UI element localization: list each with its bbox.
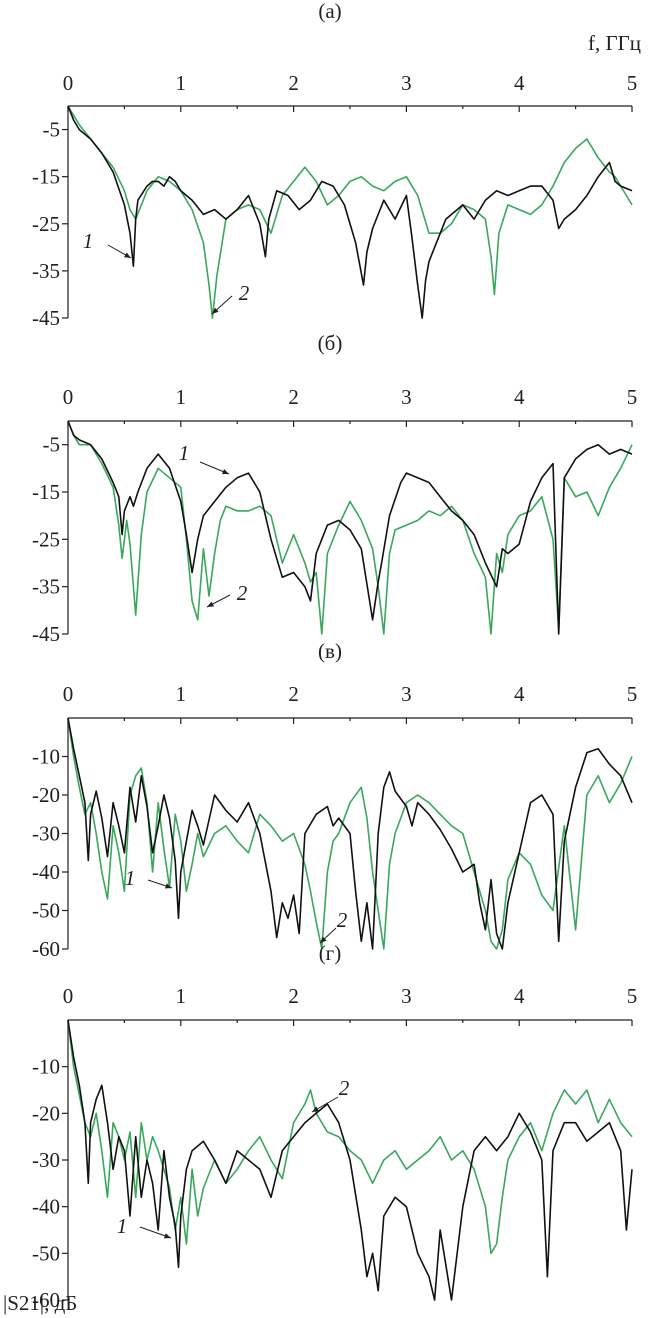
x-tick-label: 1 [176, 682, 187, 706]
y-tick-label: -10 [32, 1055, 60, 1079]
x-tick-label: 3 [401, 385, 412, 409]
curve-label-2: 2 [339, 1076, 350, 1100]
y-tick-label: -35 [32, 575, 60, 599]
arrow-head-icon [222, 469, 229, 475]
y-tick-label: -40 [32, 1195, 60, 1219]
y-tick-label: -5 [43, 118, 61, 142]
x-tick-label: 0 [63, 385, 74, 409]
curve-label-1: 1 [83, 229, 94, 253]
y-tick-label: -25 [32, 212, 60, 236]
x-tick-label: 5 [627, 385, 638, 409]
curve-label-2: 2 [239, 281, 250, 305]
x-tick-label: 1 [176, 71, 187, 95]
x-axis-label: f, ГГц [588, 31, 641, 55]
arrow-head-icon [207, 601, 214, 607]
x-tick-label: 2 [288, 71, 299, 95]
x-tick-label: 3 [401, 984, 412, 1008]
x-tick-label: 4 [514, 984, 525, 1008]
x-tick-label: 2 [288, 385, 299, 409]
series-line-2 [67, 717, 633, 950]
x-tick-label: 2 [288, 682, 299, 706]
x-tick-label: 4 [514, 71, 525, 95]
y-tick-label: -35 [32, 259, 60, 283]
y-tick-label: -45 [32, 622, 60, 646]
x-tick-label: 5 [627, 984, 638, 1008]
x-tick-label: 0 [63, 682, 74, 706]
x-tick-label: 2 [288, 984, 299, 1008]
curve-label-2: 2 [237, 581, 248, 605]
panel-label: (б) [318, 331, 343, 355]
y-tick-label: -10 [32, 745, 60, 769]
y-tick-label: -40 [32, 860, 60, 884]
arrow-head-icon [312, 1106, 319, 1112]
y-tick-label: -15 [32, 165, 60, 189]
y-tick-label: -30 [32, 1148, 60, 1172]
panel-4: (г) 0 1 2 3 4 5 -10 -20 -30 -40 -50 -60 1 2 [32, 941, 637, 1312]
curve-label-2: 2 [337, 908, 348, 932]
series-line-2 [67, 105, 633, 319]
arrow-head-icon [320, 936, 327, 943]
panel-2: (б) 0 1 2 3 4 5 -5 -15 -25 -35 -45 1 2 [32, 331, 637, 646]
x-tick-label: 4 [514, 682, 525, 706]
x-tick-label: 4 [514, 385, 525, 409]
x-tick-label: 1 [176, 385, 187, 409]
x-tick-label: 3 [401, 682, 412, 706]
y-tick-label: -5 [43, 433, 61, 457]
panel-1: (а) 0 1 2 3 4 5 -5 -15 -25 -35 -45 1 2 [32, 0, 637, 330]
arrow-head-icon [212, 307, 219, 314]
x-tick-label: 5 [627, 682, 638, 706]
series-line-1 [67, 420, 633, 635]
x-tick-label: 5 [627, 71, 638, 95]
series-line-1 [67, 105, 633, 319]
x-tick-label: 0 [63, 984, 74, 1008]
y-tick-label: -15 [32, 480, 60, 504]
x-tick-label: 1 [176, 984, 187, 1008]
series-line-1 [67, 717, 633, 950]
arrow-head-icon [124, 252, 131, 258]
x-tick-label: 0 [63, 71, 74, 95]
panel-3: (в) 0 1 2 3 4 5 -10 -20 -30 -40 -50 -60 1 2 [32, 639, 637, 961]
y-tick-label: -60 [32, 937, 60, 961]
arrow-head-icon [164, 1233, 171, 1239]
y-tick-label: -45 [32, 306, 60, 330]
curve-label-1: 1 [125, 866, 136, 890]
y-axis-label: |S21|, дБ [3, 1291, 77, 1315]
y-tick-label: -20 [32, 783, 60, 807]
panel-label: (в) [318, 639, 342, 663]
y-tick-label: -50 [32, 899, 60, 923]
x-tick-label: 3 [401, 71, 412, 95]
panels: (а) 0 1 2 3 4 5 -5 -15 -25 -35 -45 1 2 (б) 0 1 2 3 4 5 -5 -15 -… [32, 0, 637, 1312]
series-line-1 [67, 1019, 633, 1301]
curve-label-1: 1 [117, 1214, 128, 1238]
y-tick-label: -25 [32, 527, 60, 551]
y-tick-label: -50 [32, 1241, 60, 1265]
arrow-head-icon [165, 883, 172, 889]
panel-label: (а) [318, 0, 341, 23]
y-tick-label: -30 [32, 822, 60, 846]
y-tick-label: -60 [32, 1288, 60, 1312]
series-line-2 [67, 420, 633, 635]
series-line-2 [67, 1019, 633, 1255]
panel-label: (г) [319, 941, 342, 965]
y-tick-label: -20 [32, 1101, 60, 1125]
curve-label-1: 1 [179, 441, 190, 465]
